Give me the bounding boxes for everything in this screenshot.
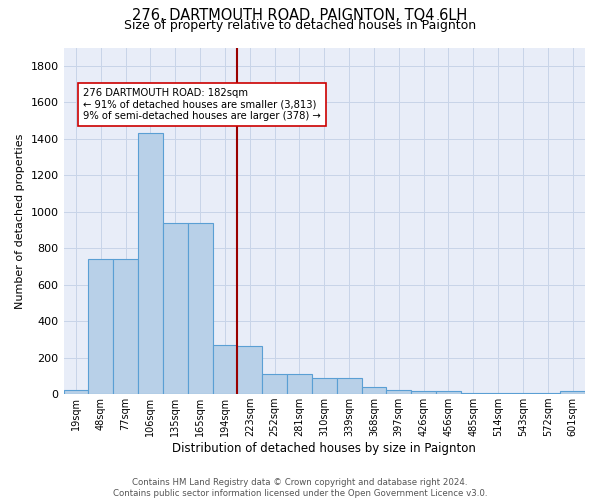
Y-axis label: Number of detached properties: Number of detached properties bbox=[15, 133, 25, 308]
Bar bbox=[88, 259, 113, 394]
Bar bbox=[64, 390, 88, 394]
Bar bbox=[312, 378, 337, 394]
Bar bbox=[411, 392, 436, 394]
Bar bbox=[188, 222, 212, 394]
Bar bbox=[163, 222, 188, 394]
Bar bbox=[212, 345, 238, 394]
X-axis label: Distribution of detached houses by size in Paignton: Distribution of detached houses by size … bbox=[172, 442, 476, 455]
Text: 276 DARTMOUTH ROAD: 182sqm
← 91% of detached houses are smaller (3,813)
9% of se: 276 DARTMOUTH ROAD: 182sqm ← 91% of deta… bbox=[83, 88, 321, 121]
Text: Contains HM Land Registry data © Crown copyright and database right 2024.
Contai: Contains HM Land Registry data © Crown c… bbox=[113, 478, 487, 498]
Bar bbox=[362, 387, 386, 394]
Text: 276, DARTMOUTH ROAD, PAIGNTON, TQ4 6LH: 276, DARTMOUTH ROAD, PAIGNTON, TQ4 6LH bbox=[133, 8, 467, 22]
Bar bbox=[337, 378, 362, 394]
Text: Size of property relative to detached houses in Paignton: Size of property relative to detached ho… bbox=[124, 19, 476, 32]
Bar bbox=[138, 134, 163, 394]
Bar bbox=[238, 346, 262, 394]
Bar bbox=[262, 374, 287, 394]
Bar bbox=[436, 392, 461, 394]
Bar bbox=[386, 390, 411, 394]
Bar bbox=[560, 391, 585, 394]
Bar bbox=[113, 259, 138, 394]
Bar bbox=[287, 374, 312, 394]
